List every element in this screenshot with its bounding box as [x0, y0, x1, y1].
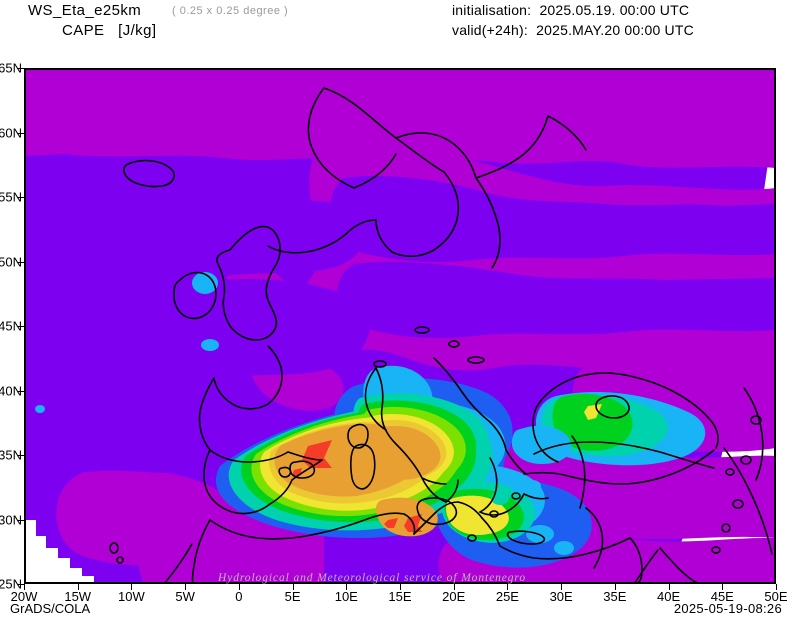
y-axis-tick — [18, 326, 24, 327]
x-axis-tick — [346, 584, 348, 590]
y-axis-tick — [18, 261, 24, 263]
plot-border — [24, 68, 776, 584]
x-axis-tick-label: 35E — [603, 589, 627, 604]
x-axis-tick-label: 10E — [334, 589, 358, 604]
y-axis-tick — [18, 132, 24, 134]
x-axis-tick — [561, 584, 563, 590]
x-axis-tick — [400, 584, 401, 590]
x-axis-tick-label: 20W — [10, 589, 38, 604]
x-axis-tick-label: 50E — [764, 589, 788, 604]
y-axis-tick-label: 45N — [0, 318, 22, 334]
cape-heatmap — [24, 68, 776, 584]
x-axis-tick — [668, 584, 670, 590]
render-timestamp-label: 2025-05-19-08:26 — [673, 601, 782, 616]
x-axis-tick-label: 25E — [495, 589, 519, 604]
x-axis-tick — [238, 584, 240, 590]
x-axis-tick-label: 5W — [175, 589, 195, 604]
x-axis-tick — [131, 584, 133, 590]
x-axis-tick-label: 15E — [388, 589, 412, 604]
x-axis-tick — [453, 584, 455, 590]
x-axis-tick — [185, 584, 187, 590]
y-axis-tick — [18, 68, 24, 69]
variable-name-label: CAPE [J/kg] — [62, 22, 157, 39]
x-axis-tick-label: 0 — [235, 589, 243, 604]
y-axis-tick — [18, 197, 24, 198]
initialisation-time-label: initialisation: 2025.05.19. 00:00 UTC — [452, 2, 690, 18]
watermark-text: Hydrological and Meteorological service … — [218, 572, 526, 584]
map-plot-area — [24, 68, 776, 584]
y-axis-tick-label: 30N — [0, 512, 22, 527]
y-axis-tick-label: 35N — [0, 447, 22, 463]
x-axis-tick — [77, 584, 79, 590]
y-axis-tick — [18, 455, 24, 456]
model-name-label: WS_Eta_e25km — [28, 2, 142, 19]
y-axis-tick — [18, 390, 24, 392]
x-axis-tick — [614, 584, 616, 590]
y-axis-tick-label: 40N — [0, 383, 22, 398]
model-resolution-label: ( 0.25 x 0.25 degree ) — [172, 5, 289, 17]
x-axis-tick-label: 20E — [442, 589, 466, 604]
x-axis-tick — [722, 584, 724, 590]
x-axis-tick-label: 5E — [284, 589, 301, 604]
x-axis-tick — [292, 584, 294, 590]
y-axis-tick — [18, 584, 24, 585]
x-axis-tick-label: 15W — [64, 589, 92, 604]
x-axis-tick — [507, 584, 509, 590]
x-axis-tick — [776, 584, 777, 590]
y-axis-tick-label: 50N — [0, 254, 22, 269]
grads-credit-label: GrADS/COLA — [10, 601, 91, 616]
y-axis-tick-label: 55N — [0, 189, 22, 205]
x-axis-tick-label: 40E — [656, 589, 681, 604]
x-axis-tick-label: 30E — [549, 589, 573, 604]
y-axis-tick-label: 65N — [0, 60, 22, 76]
x-axis-tick — [24, 584, 25, 590]
x-axis-tick-label: 45E — [710, 589, 734, 604]
x-axis-tick-label: 10W — [118, 589, 145, 604]
valid-time-label: valid(+24h): 2025.MAY.20 00:00 UTC — [452, 22, 694, 38]
y-axis-tick-label: 25N — [0, 576, 22, 592]
y-axis-tick — [18, 519, 24, 521]
y-axis-tick-label: 60N — [0, 125, 22, 140]
